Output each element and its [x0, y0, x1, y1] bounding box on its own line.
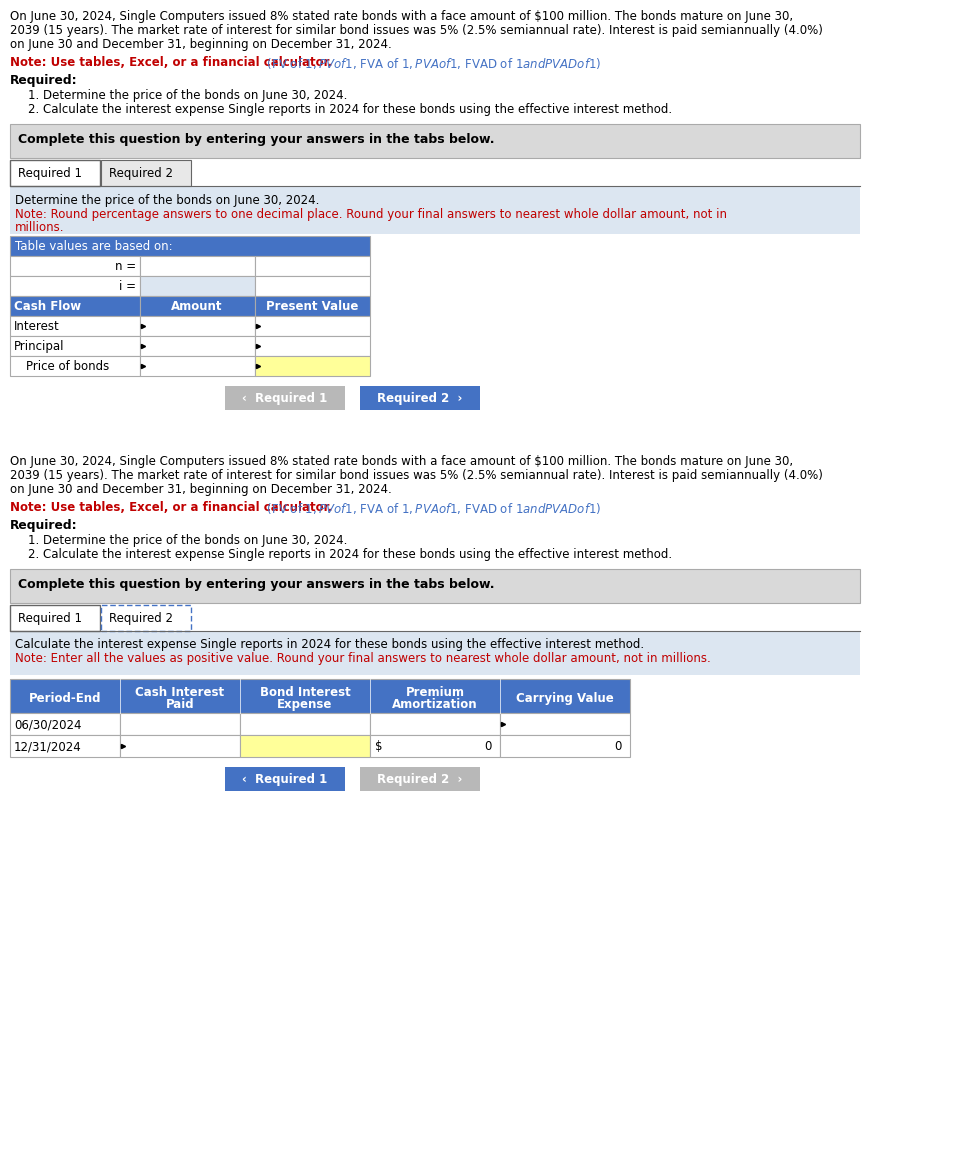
- Bar: [225, 767, 345, 791]
- Bar: [10, 569, 860, 603]
- Text: On June 30, 2024, Single Computers issued 8% stated rate bonds with a face amoun: On June 30, 2024, Single Computers issue…: [10, 10, 793, 23]
- Bar: [120, 735, 240, 757]
- Bar: [255, 296, 370, 316]
- Text: Amount: Amount: [172, 300, 222, 313]
- Text: Required 2  ›: Required 2 ›: [377, 773, 463, 786]
- Bar: [370, 735, 500, 757]
- Text: Required:: Required:: [10, 519, 77, 532]
- Text: Required 2: Required 2: [109, 167, 173, 180]
- Bar: [10, 713, 120, 735]
- Bar: [10, 336, 140, 356]
- Text: Table values are based on:: Table values are based on:: [15, 240, 172, 253]
- Text: Expense: Expense: [277, 698, 332, 711]
- Bar: [10, 296, 140, 316]
- Bar: [140, 276, 255, 296]
- Bar: [225, 385, 345, 410]
- Text: 1. Determine the price of the bonds on June 30, 2024.: 1. Determine the price of the bonds on J…: [28, 89, 347, 102]
- Bar: [140, 356, 255, 376]
- Bar: [140, 316, 255, 336]
- Text: Required 1: Required 1: [18, 612, 82, 625]
- Bar: [120, 713, 240, 735]
- Bar: [10, 679, 630, 713]
- Text: 0: 0: [485, 740, 492, 753]
- Text: Cash Interest: Cash Interest: [135, 686, 224, 699]
- Bar: [255, 336, 370, 356]
- Bar: [10, 316, 140, 336]
- Text: on June 30 and December 31, beginning on December 31, 2024.: on June 30 and December 31, beginning on…: [10, 38, 392, 51]
- Text: Amortization: Amortization: [392, 698, 478, 711]
- Bar: [360, 767, 480, 791]
- Bar: [10, 186, 860, 235]
- Bar: [10, 735, 120, 757]
- Bar: [255, 356, 370, 376]
- Text: Calculate the interest expense Single reports in 2024 for these bonds using the : Calculate the interest expense Single re…: [15, 639, 644, 651]
- Text: Required 2: Required 2: [109, 612, 173, 625]
- Text: Period-End: Period-End: [28, 692, 101, 705]
- Bar: [500, 713, 630, 735]
- Text: ‹  Required 1: ‹ Required 1: [242, 392, 327, 405]
- Text: 12/31/2024: 12/31/2024: [14, 740, 81, 753]
- Text: Premium: Premium: [406, 686, 465, 699]
- Bar: [240, 735, 370, 757]
- Text: Required 1: Required 1: [18, 167, 82, 180]
- Bar: [140, 336, 255, 356]
- Text: 2. Calculate the interest expense Single reports in 2024 for these bonds using t: 2. Calculate the interest expense Single…: [28, 548, 672, 561]
- Text: Price of bonds: Price of bonds: [26, 360, 109, 373]
- Text: Required:: Required:: [10, 74, 77, 87]
- Text: Determine the price of the bonds on June 30, 2024.: Determine the price of the bonds on June…: [15, 194, 319, 207]
- Bar: [140, 255, 255, 276]
- Text: Interest: Interest: [14, 320, 60, 333]
- Bar: [10, 255, 140, 276]
- Text: On June 30, 2024, Single Computers issued 8% stated rate bonds with a face amoun: On June 30, 2024, Single Computers issue…: [10, 455, 793, 468]
- Text: Note: Enter all the values as positive value. Round your final answers to neares: Note: Enter all the values as positive v…: [15, 652, 710, 665]
- Text: Bond Interest: Bond Interest: [260, 686, 351, 699]
- Bar: [10, 630, 860, 675]
- Bar: [10, 276, 140, 296]
- Text: 1. Determine the price of the bonds on June 30, 2024.: 1. Determine the price of the bonds on J…: [28, 534, 347, 547]
- Text: n =: n =: [115, 260, 136, 273]
- Bar: [101, 160, 191, 186]
- Text: Present Value: Present Value: [266, 300, 358, 313]
- Bar: [10, 236, 370, 255]
- Text: Principal: Principal: [14, 340, 65, 353]
- Bar: [360, 385, 480, 410]
- Bar: [101, 605, 191, 630]
- Text: millions.: millions.: [15, 221, 65, 235]
- Bar: [10, 160, 100, 186]
- Bar: [10, 356, 140, 376]
- Bar: [255, 276, 370, 296]
- Bar: [255, 316, 370, 336]
- Bar: [10, 605, 100, 630]
- Text: Complete this question by entering your answers in the tabs below.: Complete this question by entering your …: [18, 578, 495, 591]
- Text: Carrying Value: Carrying Value: [516, 692, 613, 705]
- Text: i =: i =: [119, 280, 136, 293]
- Text: Note: Use tables, Excel, or a financial calculator.: Note: Use tables, Excel, or a financial …: [10, 502, 332, 514]
- Bar: [140, 296, 255, 316]
- Text: Paid: Paid: [166, 698, 194, 711]
- Text: Required 2  ›: Required 2 ›: [377, 392, 463, 405]
- Text: (FV of $1, PV of $1, FVA of $1, PVA of $1, FVAD of $1 and PVAD of $1): (FV of $1, PV of $1, FVA of $1, PVA of $…: [263, 56, 602, 71]
- Bar: [10, 124, 860, 158]
- Text: 2. Calculate the interest expense Single reports in 2024 for these bonds using t: 2. Calculate the interest expense Single…: [28, 103, 672, 116]
- Bar: [255, 255, 370, 276]
- Text: Complete this question by entering your answers in the tabs below.: Complete this question by entering your …: [18, 134, 495, 146]
- Text: on June 30 and December 31, beginning on December 31, 2024.: on June 30 and December 31, beginning on…: [10, 483, 392, 496]
- Bar: [500, 735, 630, 757]
- Text: Cash Flow: Cash Flow: [14, 300, 81, 313]
- Text: ‹  Required 1: ‹ Required 1: [242, 773, 327, 786]
- Text: 2039 (15 years). The market rate of interest for similar bond issues was 5% (2.5: 2039 (15 years). The market rate of inte…: [10, 24, 823, 37]
- Text: (FV of $1, PV of $1, FVA of $1, PVA of $1, FVAD of $1 and PVAD of $1): (FV of $1, PV of $1, FVA of $1, PVA of $…: [263, 502, 602, 515]
- Text: Note: Round percentage answers to one decimal place. Round your final answers to: Note: Round percentage answers to one de…: [15, 208, 727, 221]
- Bar: [370, 713, 500, 735]
- Text: 2039 (15 years). The market rate of interest for similar bond issues was 5% (2.5: 2039 (15 years). The market rate of inte…: [10, 469, 823, 482]
- Text: Note: Use tables, Excel, or a financial calculator.: Note: Use tables, Excel, or a financial …: [10, 56, 332, 68]
- Text: $: $: [375, 740, 382, 753]
- Bar: [240, 713, 370, 735]
- Text: 06/30/2024: 06/30/2024: [14, 717, 81, 731]
- Text: 0: 0: [614, 740, 622, 753]
